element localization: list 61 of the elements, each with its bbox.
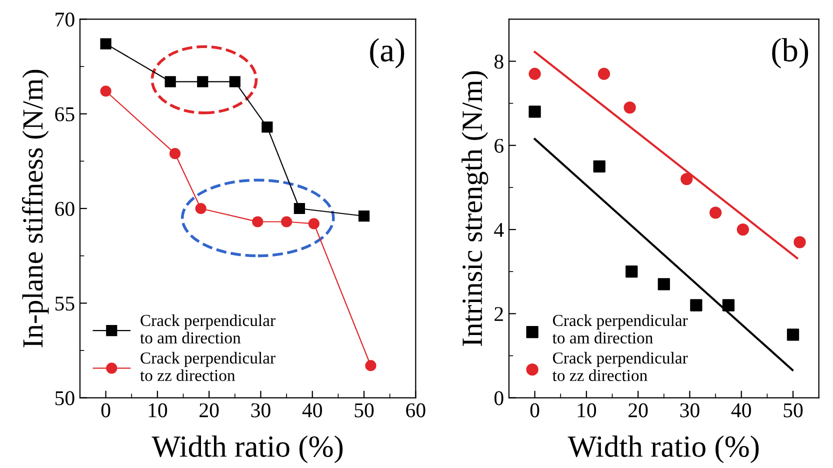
point <box>709 206 722 219</box>
point <box>722 299 735 312</box>
point <box>624 101 636 114</box>
point <box>658 278 670 290</box>
x-tick-label: 50 <box>354 403 374 418</box>
y-tick-label: 6 <box>494 138 504 153</box>
y-tick-label: 0 <box>494 391 504 406</box>
point <box>308 218 320 230</box>
x-tick-label: 40 <box>302 403 322 418</box>
point <box>262 122 273 133</box>
point <box>169 148 181 160</box>
x-tick-label: 0 <box>101 403 110 418</box>
point <box>358 210 370 222</box>
x-tick-label: 10 <box>578 403 596 418</box>
y-axis-title: In-plane stiffness (N/m) <box>22 70 49 348</box>
y-axis-title: Intrinsic strength (N/m) <box>462 71 488 346</box>
point <box>280 216 292 228</box>
point <box>195 202 206 214</box>
point <box>598 68 610 80</box>
point <box>365 360 376 372</box>
point <box>197 76 208 88</box>
x-tick-label: 20 <box>200 403 219 418</box>
y-tick-label: 8 <box>494 54 504 69</box>
x-tick-label: 30 <box>251 403 270 418</box>
y-tick-label: 60 <box>55 202 74 216</box>
point <box>786 328 800 341</box>
y-tick-label: 65 <box>55 107 74 122</box>
y-tick-label: 4 <box>494 223 504 237</box>
x-tick-label: 40 <box>731 403 751 418</box>
x-axis-title: Width ratio (%) <box>568 435 759 464</box>
point <box>626 266 638 278</box>
point <box>680 172 693 186</box>
point <box>252 216 264 228</box>
point <box>794 236 806 248</box>
x-axis-title: Width ratio (%) <box>152 435 343 464</box>
x-tick-label: 0 <box>530 403 540 418</box>
legend-label: Crack perpendicular to am direction <box>552 314 688 344</box>
point <box>736 223 749 236</box>
y-tick-label: 55 <box>55 296 74 311</box>
point <box>528 68 541 80</box>
x-tick-label: 10 <box>148 403 168 418</box>
point <box>229 76 240 88</box>
x-tick-label: 60 <box>406 403 426 418</box>
y-tick-label: 70 <box>56 12 74 27</box>
legend-label: Crack perpendicular to zz direction <box>552 352 688 382</box>
point <box>690 299 702 312</box>
point <box>593 160 606 172</box>
point <box>164 76 176 88</box>
legend-label: Crack perpendicular to am direction <box>140 314 276 344</box>
annotation: (b) <box>772 38 808 68</box>
legend-label: Crack perpendicular to zz direction <box>140 352 276 382</box>
x-tick-label: 30 <box>680 403 700 418</box>
y-tick-label: 50 <box>55 391 74 406</box>
point <box>294 202 306 214</box>
point <box>100 38 112 50</box>
point <box>100 86 112 97</box>
point <box>528 106 541 118</box>
x-tick-label: 50 <box>784 403 803 418</box>
y-tick-label: 2 <box>494 307 503 321</box>
annotation: (a) <box>370 38 404 68</box>
x-tick-label: 20 <box>628 403 648 418</box>
